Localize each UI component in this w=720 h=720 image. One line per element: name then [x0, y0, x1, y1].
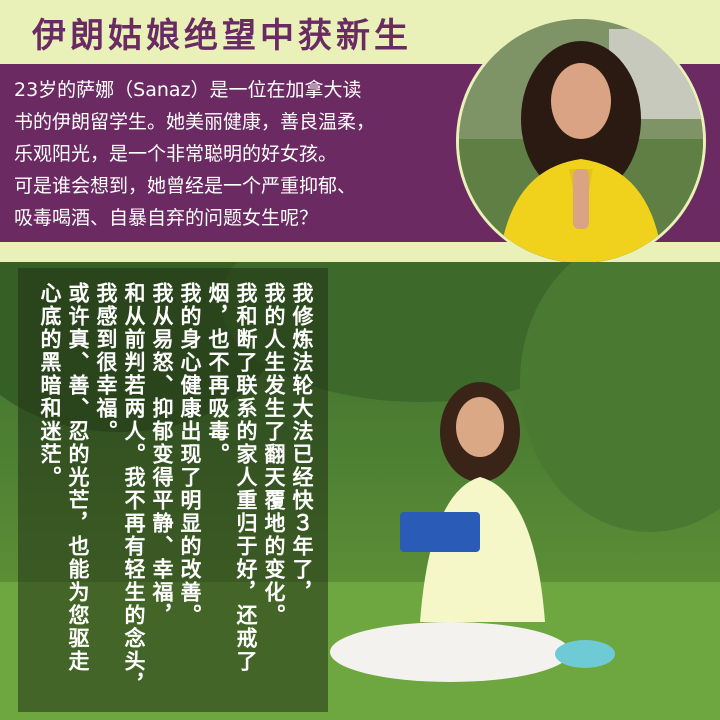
quote-text: 我修炼法轮大法已经快３年了， 我的人生发生了翻天覆地的变化。 我和断了联系的家人… [26, 282, 316, 702]
quote-column: 心底的黑暗和迷茫。 [38, 282, 62, 489]
quote-column: 我感到很幸福。 [94, 282, 118, 443]
quote-column: 我的人生发生了翻天覆地的变化。 [262, 282, 286, 627]
intro-line: 吸毒喝酒、自暴自弃的问题女生呢？ [14, 207, 319, 229]
quote-column: 和从前判若两人。我不再有轻生的念头， [122, 282, 146, 696]
quote-column: 烟，也不再吸毒。 [206, 282, 230, 466]
intro-line: 乐观阳光，是一个非常聪明的好女孩。 [14, 143, 338, 165]
quote-column: 我修炼法轮大法已经快３年了， [290, 282, 314, 604]
quote-column: 我和断了联系的家人重归于好，还戒了 [234, 282, 258, 673]
intro-line: 书的伊朗留学生。她美丽健康，善良温柔， [14, 111, 376, 133]
intro-line: 23岁的萨娜（Sanaz）是一位在加拿大读 [14, 79, 362, 101]
page-title: 伊朗姑娘绝望中获新生 [32, 16, 412, 56]
quote-column: 我从易怒、抑郁变得平静、幸福， [150, 282, 174, 627]
quote-column: 我的身心健康出现了明显的改善。 [178, 282, 202, 627]
quote-panel [18, 268, 328, 712]
quote-column: 或许真、善、忍的光芒，也能为您驱走 [66, 282, 90, 673]
intro-line: 可是谁会想到，她曾经是一个严重抑郁、 [14, 175, 357, 197]
portrait-photo [456, 16, 706, 266]
portrait-illustration [459, 19, 703, 263]
intro-text: 23岁的萨娜（Sanaz）是一位在加拿大读 书的伊朗留学生。她美丽健康，善良温柔… [14, 74, 464, 234]
